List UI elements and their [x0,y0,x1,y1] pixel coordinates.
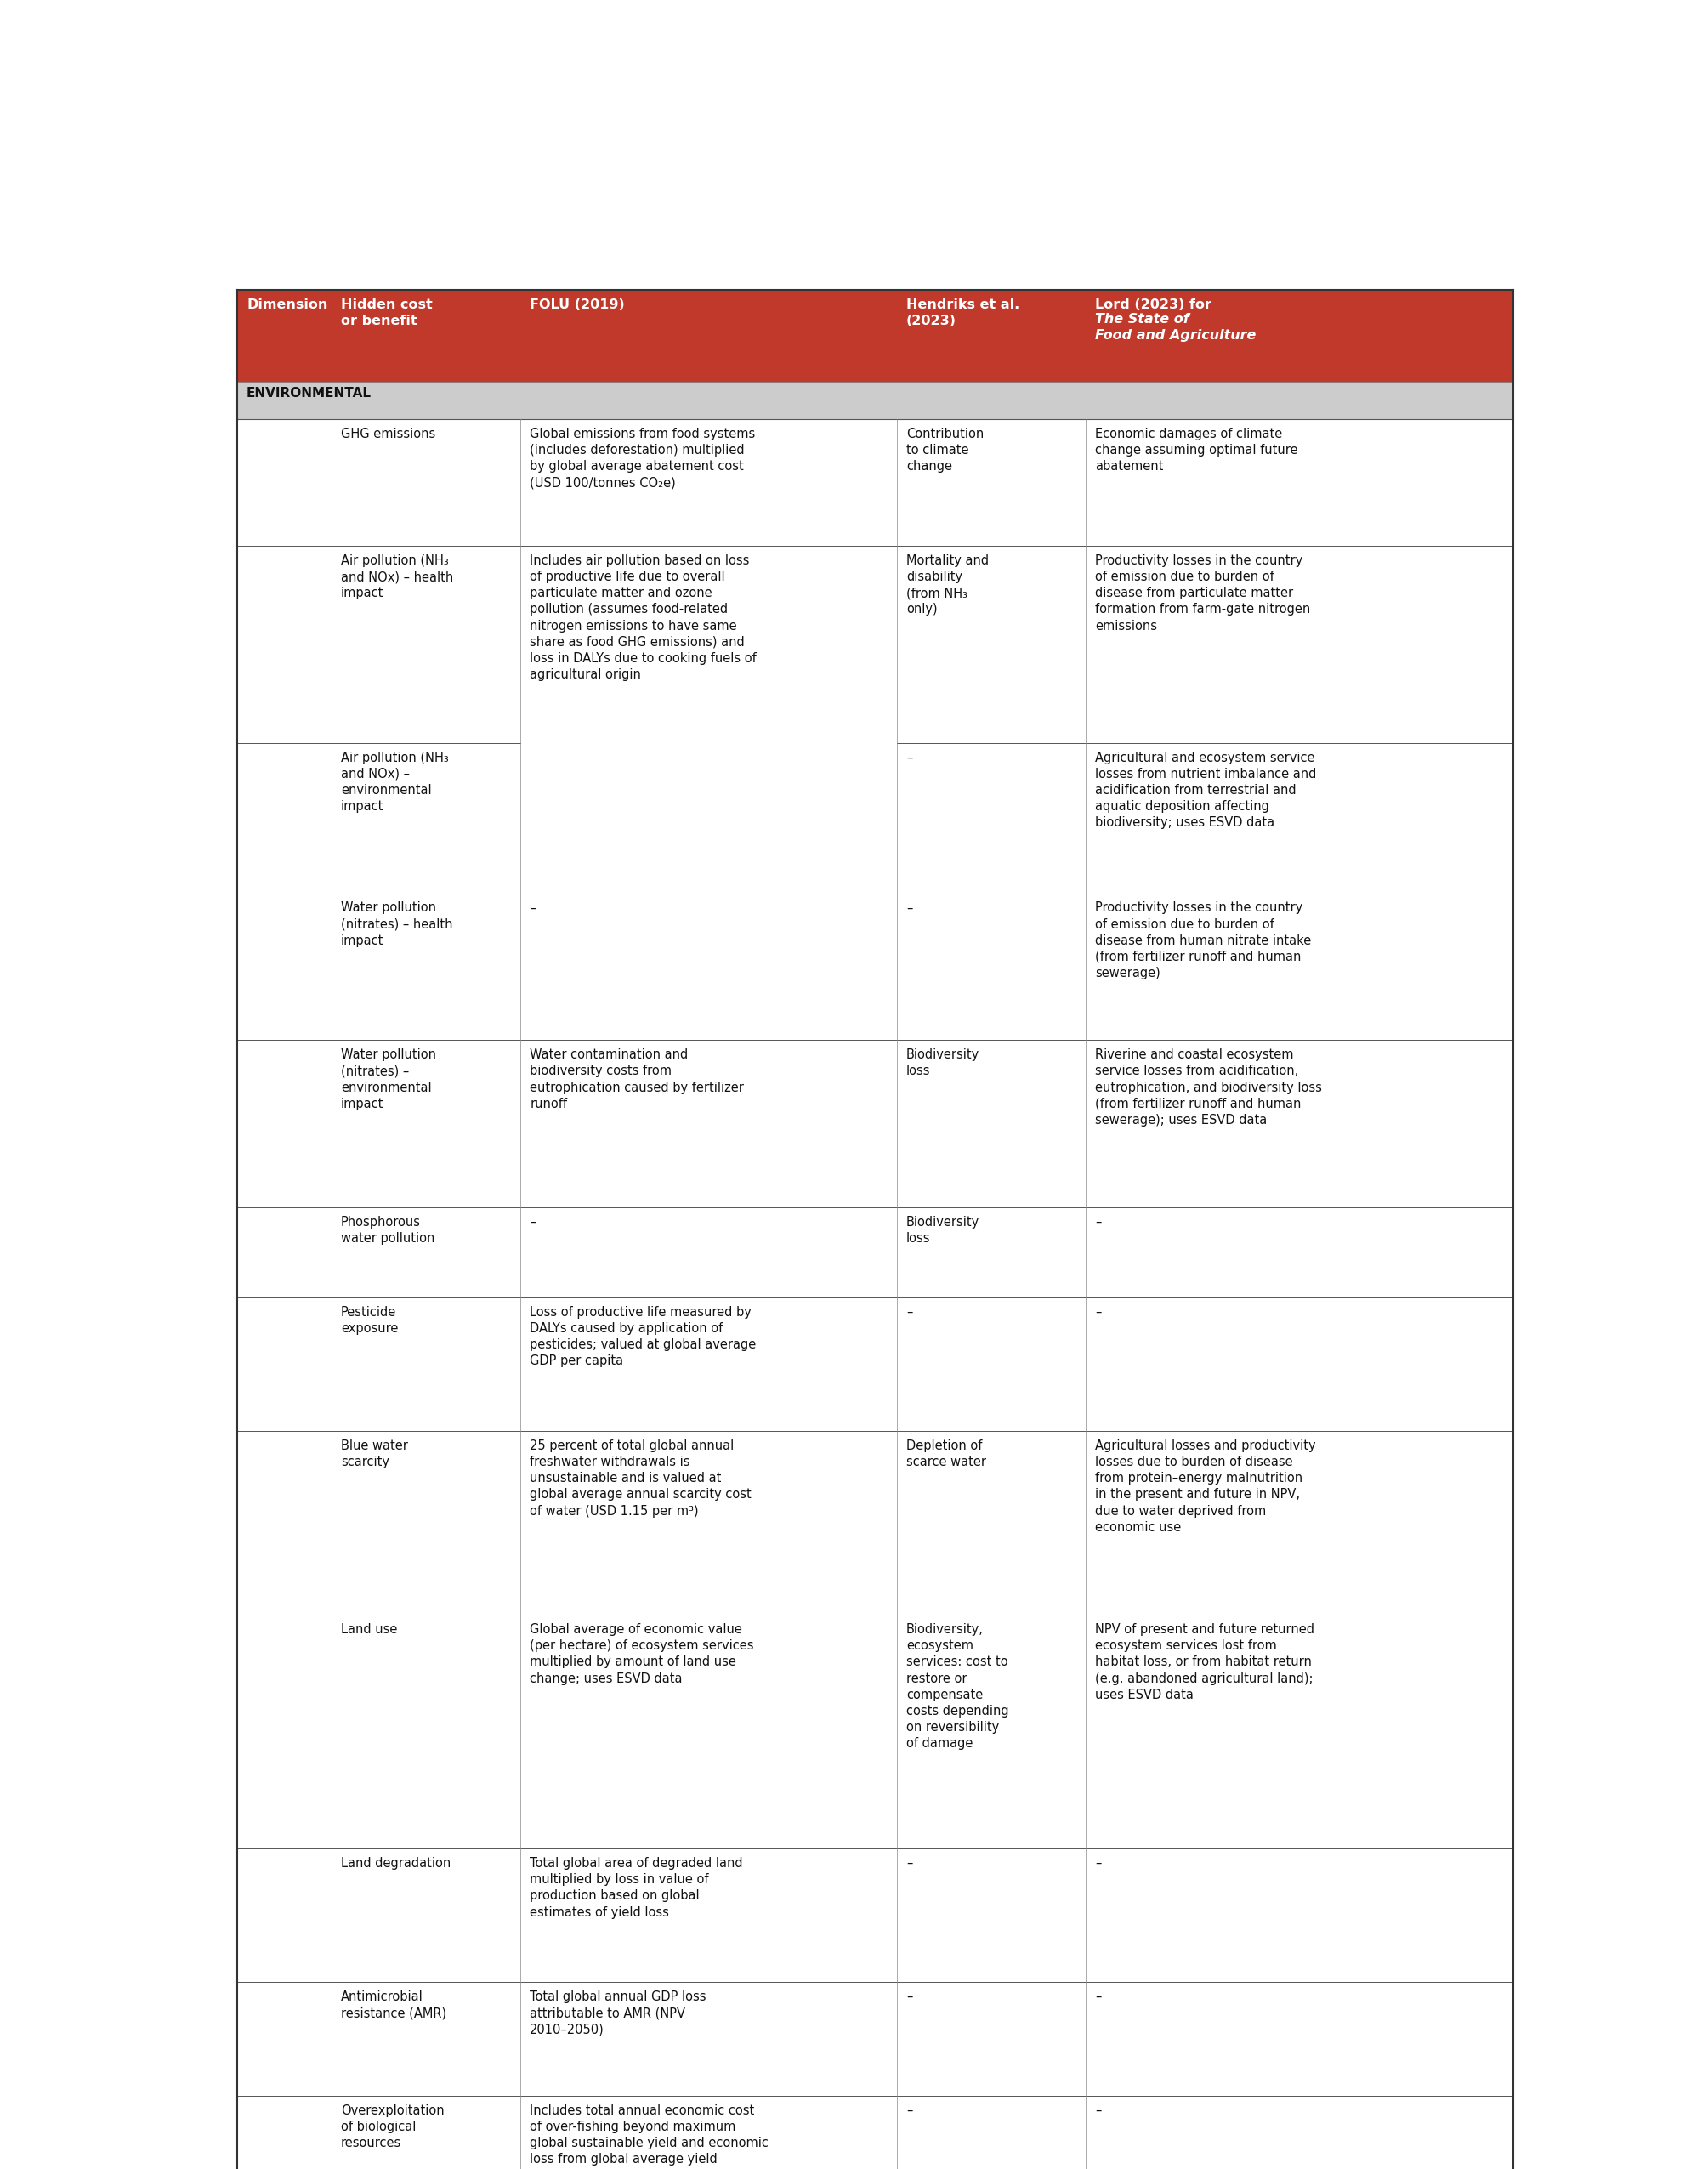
Text: Antimicrobial
resistance (AMR): Antimicrobial resistance (AMR) [342,1991,446,2019]
Text: Air pollution (NH₃
and NOx) – health
impact: Air pollution (NH₃ and NOx) – health imp… [342,555,453,599]
Bar [237,382,1513,419]
Bar [237,419,1513,547]
Text: Biodiversity
loss: Biodiversity loss [907,1048,980,1078]
Bar [237,291,1513,382]
Text: –: – [907,750,912,763]
Text: Includes air pollution based on loss
of productive life due to overall
particula: Includes air pollution based on loss of … [529,555,757,681]
Bar [237,1848,1513,1982]
Text: Depletion of
scarce water: Depletion of scarce water [907,1440,986,1468]
Text: Phosphorous
water pollution: Phosphorous water pollution [342,1215,436,1245]
Text: Land degradation: Land degradation [342,1857,451,1870]
Text: Riverine and coastal ecosystem
service losses from acidification,
eutrophication: Riverine and coastal ecosystem service l… [1095,1048,1322,1126]
Text: –: – [529,902,536,915]
Text: Agricultural losses and productivity
losses due to burden of disease
from protei: Agricultural losses and productivity los… [1095,1440,1315,1533]
Text: –: – [907,1991,912,2004]
Text: 25 percent of total global annual
freshwater withdrawals is
unsustainable and is: 25 percent of total global annual freshw… [529,1440,752,1518]
Text: –: – [1095,1306,1102,1319]
Text: Economic damages of climate
change assuming optimal future
abatement: Economic damages of climate change assum… [1095,427,1298,473]
Text: Total global area of degraded land
multiplied by loss in value of
production bas: Total global area of degraded land multi… [529,1857,743,1920]
Text: Contribution
to climate
change: Contribution to climate change [907,427,984,473]
Bar [237,1041,1513,1208]
Text: The State of
Food and Agriculture: The State of Food and Agriculture [1095,312,1255,343]
Text: Pesticide
exposure: Pesticide exposure [342,1306,398,1334]
Text: –: – [907,2104,912,2117]
Text: Agricultural and ecosystem service
losses from nutrient imbalance and
acidificat: Agricultural and ecosystem service losse… [1095,750,1317,829]
Bar [237,1982,1513,2095]
Text: ENVIRONMENTAL: ENVIRONMENTAL [246,388,372,399]
Text: Lord (2023) for: Lord (2023) for [1095,299,1216,312]
Text: Global emissions from food systems
(includes deforestation) multiplied
by global: Global emissions from food systems (incl… [529,427,755,488]
Text: Productivity losses in the country
of emission due to burden of
disease from par: Productivity losses in the country of em… [1095,555,1310,633]
Text: Mortality and
disability
(from NH₃
only): Mortality and disability (from NH₃ only) [907,555,989,616]
Text: –: – [529,1215,536,1228]
Text: Loss of productive life measured by
DALYs caused by application of
pesticides; v: Loss of productive life measured by DALY… [529,1306,757,1366]
Text: NPV of present and future returned
ecosystem services lost from
habitat loss, or: NPV of present and future returned ecosy… [1095,1622,1315,1700]
Text: FOLU (2019): FOLU (2019) [529,299,625,312]
Text: Dimension: Dimension [246,299,328,312]
Bar [237,894,1513,1041]
Text: Land use: Land use [342,1622,398,1635]
Bar [237,547,1513,744]
Bar [237,1614,1513,1848]
Bar [237,1297,1513,1432]
Bar [237,2095,1513,2169]
Text: GHG emissions: GHG emissions [342,427,436,440]
Text: Hidden cost
or benefit: Hidden cost or benefit [342,299,432,328]
Text: Biodiversity,
ecosystem
services: cost to
restore or
compensate
costs depending
: Biodiversity, ecosystem services: cost t… [907,1622,1009,1750]
Bar [237,1208,1513,1297]
Text: Hendriks et al.
(2023): Hendriks et al. (2023) [907,299,1020,328]
Text: –: – [1095,2104,1102,2117]
Text: –: – [1095,1215,1102,1228]
Text: Water contamination and
biodiversity costs from
eutrophication caused by fertili: Water contamination and biodiversity cos… [529,1048,745,1111]
Text: –: – [1095,1857,1102,1870]
Text: Includes total annual economic cost
of over-fishing beyond maximum
global sustai: Includes total annual economic cost of o… [529,2104,769,2169]
Text: Water pollution
(nitrates) – health
impact: Water pollution (nitrates) – health impa… [342,902,453,948]
Text: Water pollution
(nitrates) –
environmental
impact: Water pollution (nitrates) – environment… [342,1048,436,1111]
Text: –: – [907,1857,912,1870]
Bar [237,1432,1513,1614]
Text: –: – [907,902,912,915]
Text: Blue water
scarcity: Blue water scarcity [342,1440,408,1468]
Text: Biodiversity
loss: Biodiversity loss [907,1215,980,1245]
Text: Total global annual GDP loss
attributable to AMR (NPV
2010–2050): Total global annual GDP loss attributabl… [529,1991,707,2037]
Text: –: – [1095,1991,1102,2004]
Text: Overexploitation
of biological
resources: Overexploitation of biological resources [342,2104,444,2149]
Text: –: – [907,1306,912,1319]
Text: Air pollution (NH₃
and NOx) –
environmental
impact: Air pollution (NH₃ and NOx) – environmen… [342,750,449,813]
Bar [237,744,1513,894]
Text: Global average of economic value
(per hectare) of ecosystem services
multiplied : Global average of economic value (per he… [529,1622,753,1685]
Text: Productivity losses in the country
of emission due to burden of
disease from hum: Productivity losses in the country of em… [1095,902,1312,980]
